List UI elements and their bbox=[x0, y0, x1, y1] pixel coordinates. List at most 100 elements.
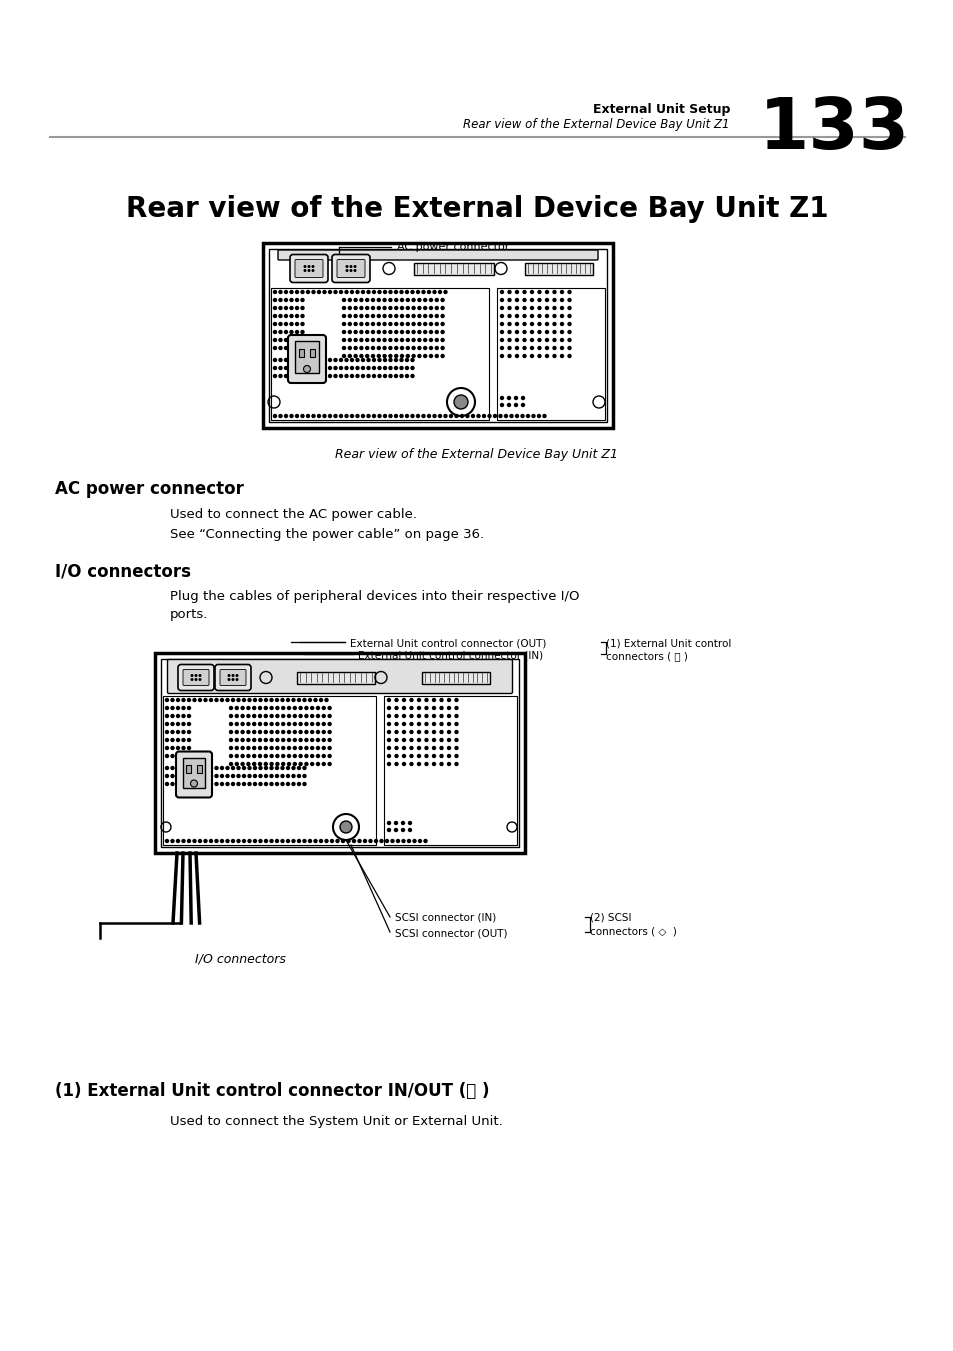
Circle shape bbox=[293, 715, 296, 717]
Circle shape bbox=[328, 754, 331, 758]
Circle shape bbox=[417, 762, 420, 766]
Circle shape bbox=[545, 354, 548, 358]
Circle shape bbox=[432, 723, 435, 725]
Circle shape bbox=[191, 674, 193, 677]
Circle shape bbox=[455, 754, 457, 758]
Circle shape bbox=[248, 698, 251, 701]
Circle shape bbox=[383, 331, 386, 334]
Circle shape bbox=[264, 766, 267, 770]
Circle shape bbox=[500, 404, 503, 407]
Circle shape bbox=[188, 723, 191, 725]
Circle shape bbox=[301, 331, 304, 334]
Circle shape bbox=[432, 731, 435, 734]
Circle shape bbox=[171, 839, 173, 843]
Circle shape bbox=[345, 415, 348, 417]
Circle shape bbox=[365, 299, 368, 301]
Circle shape bbox=[435, 307, 437, 309]
Circle shape bbox=[264, 715, 267, 717]
Circle shape bbox=[359, 315, 362, 317]
Circle shape bbox=[515, 346, 518, 350]
Circle shape bbox=[253, 766, 256, 770]
Circle shape bbox=[295, 366, 298, 370]
Circle shape bbox=[488, 415, 491, 417]
Circle shape bbox=[377, 290, 380, 293]
Circle shape bbox=[339, 366, 342, 370]
Circle shape bbox=[204, 774, 207, 777]
Circle shape bbox=[402, 739, 405, 742]
Circle shape bbox=[284, 290, 287, 293]
Circle shape bbox=[316, 739, 319, 742]
Circle shape bbox=[275, 774, 278, 777]
Circle shape bbox=[306, 290, 309, 293]
Circle shape bbox=[359, 346, 362, 350]
Circle shape bbox=[354, 346, 356, 350]
Circle shape bbox=[198, 839, 201, 843]
Circle shape bbox=[171, 698, 173, 701]
Circle shape bbox=[460, 415, 463, 417]
Circle shape bbox=[372, 415, 375, 417]
Circle shape bbox=[345, 358, 348, 362]
Circle shape bbox=[236, 774, 240, 777]
Circle shape bbox=[429, 354, 432, 358]
Bar bbox=[310, 349, 314, 357]
Circle shape bbox=[367, 358, 370, 362]
Text: External Unit control connector (IN): External Unit control connector (IN) bbox=[357, 650, 542, 661]
Circle shape bbox=[429, 331, 432, 334]
Circle shape bbox=[387, 731, 390, 734]
Circle shape bbox=[281, 774, 284, 777]
Circle shape bbox=[290, 323, 293, 326]
Circle shape bbox=[435, 299, 437, 301]
Circle shape bbox=[311, 747, 314, 750]
Circle shape bbox=[165, 731, 169, 734]
Circle shape bbox=[389, 323, 392, 326]
Circle shape bbox=[330, 839, 334, 843]
Circle shape bbox=[342, 331, 345, 334]
Circle shape bbox=[507, 346, 511, 350]
Circle shape bbox=[281, 698, 284, 701]
Circle shape bbox=[274, 307, 276, 309]
Circle shape bbox=[299, 723, 302, 725]
Circle shape bbox=[293, 731, 296, 734]
Circle shape bbox=[455, 707, 457, 709]
Circle shape bbox=[198, 774, 201, 777]
FancyBboxPatch shape bbox=[175, 751, 212, 797]
Circle shape bbox=[253, 747, 255, 750]
Circle shape bbox=[258, 715, 261, 717]
Circle shape bbox=[220, 698, 223, 701]
Circle shape bbox=[290, 339, 293, 342]
Circle shape bbox=[371, 354, 375, 358]
Circle shape bbox=[235, 754, 238, 758]
Circle shape bbox=[306, 358, 309, 362]
Circle shape bbox=[220, 774, 223, 777]
Circle shape bbox=[247, 739, 250, 742]
Circle shape bbox=[367, 290, 370, 293]
Circle shape bbox=[316, 731, 319, 734]
Circle shape bbox=[253, 723, 255, 725]
Circle shape bbox=[500, 290, 503, 293]
Circle shape bbox=[176, 766, 179, 770]
Circle shape bbox=[367, 415, 370, 417]
Circle shape bbox=[241, 731, 244, 734]
Circle shape bbox=[210, 698, 213, 701]
Circle shape bbox=[440, 354, 444, 358]
Circle shape bbox=[165, 782, 169, 785]
Circle shape bbox=[372, 374, 375, 377]
Circle shape bbox=[435, 331, 437, 334]
Circle shape bbox=[311, 739, 314, 742]
Circle shape bbox=[304, 270, 306, 272]
Circle shape bbox=[500, 315, 503, 317]
Circle shape bbox=[395, 821, 397, 824]
Circle shape bbox=[165, 774, 169, 777]
Circle shape bbox=[342, 323, 345, 326]
Circle shape bbox=[530, 307, 533, 309]
Circle shape bbox=[188, 754, 191, 758]
Circle shape bbox=[193, 782, 195, 785]
Circle shape bbox=[232, 782, 234, 785]
Circle shape bbox=[311, 754, 314, 758]
Circle shape bbox=[264, 762, 267, 766]
Text: AC power connector: AC power connector bbox=[396, 242, 509, 253]
Circle shape bbox=[405, 415, 408, 417]
Circle shape bbox=[176, 739, 179, 742]
Circle shape bbox=[439, 698, 442, 701]
Circle shape bbox=[270, 766, 273, 770]
